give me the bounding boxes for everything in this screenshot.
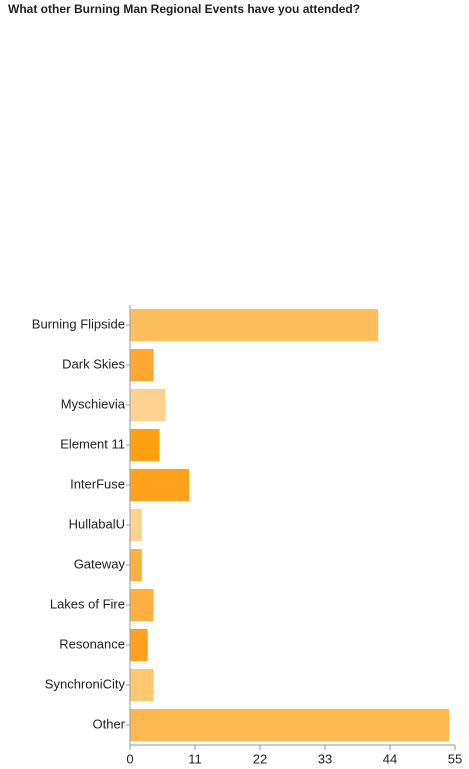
bar xyxy=(130,669,154,701)
x-tick-label: 44 xyxy=(383,751,397,766)
x-tick-label: 0 xyxy=(126,751,133,766)
y-tick-label: Element 11 xyxy=(60,436,125,451)
y-tick-label: Lakes of Fire xyxy=(50,596,125,611)
bar xyxy=(130,349,154,381)
y-tick-label: HullabalU xyxy=(69,516,125,531)
bar xyxy=(130,389,166,421)
x-tick-label: 11 xyxy=(188,751,202,766)
bar xyxy=(130,589,154,621)
bar xyxy=(130,629,148,661)
y-tick-label: Burning Flipside xyxy=(32,316,125,331)
y-tick-label: InterFuse xyxy=(70,476,125,491)
chart-title: What other Burning Man Regional Events h… xyxy=(8,2,360,16)
bar xyxy=(130,469,190,501)
y-tick-label: Dark Skies xyxy=(62,356,125,371)
y-tick-label: Myschievia xyxy=(61,396,126,411)
y-tick-label: SynchroniCity xyxy=(45,676,126,691)
y-tick-label: Gateway xyxy=(74,556,126,571)
x-tick-label: 55 xyxy=(448,751,462,766)
bar xyxy=(130,709,450,741)
bar xyxy=(130,429,160,461)
y-tick-label: Resonance xyxy=(59,636,125,651)
x-tick-label: 33 xyxy=(318,751,332,766)
y-tick-label: Other xyxy=(92,716,125,731)
bar xyxy=(130,549,142,581)
bar xyxy=(130,309,379,341)
x-tick-label: 22 xyxy=(253,751,267,766)
bar xyxy=(130,509,142,541)
